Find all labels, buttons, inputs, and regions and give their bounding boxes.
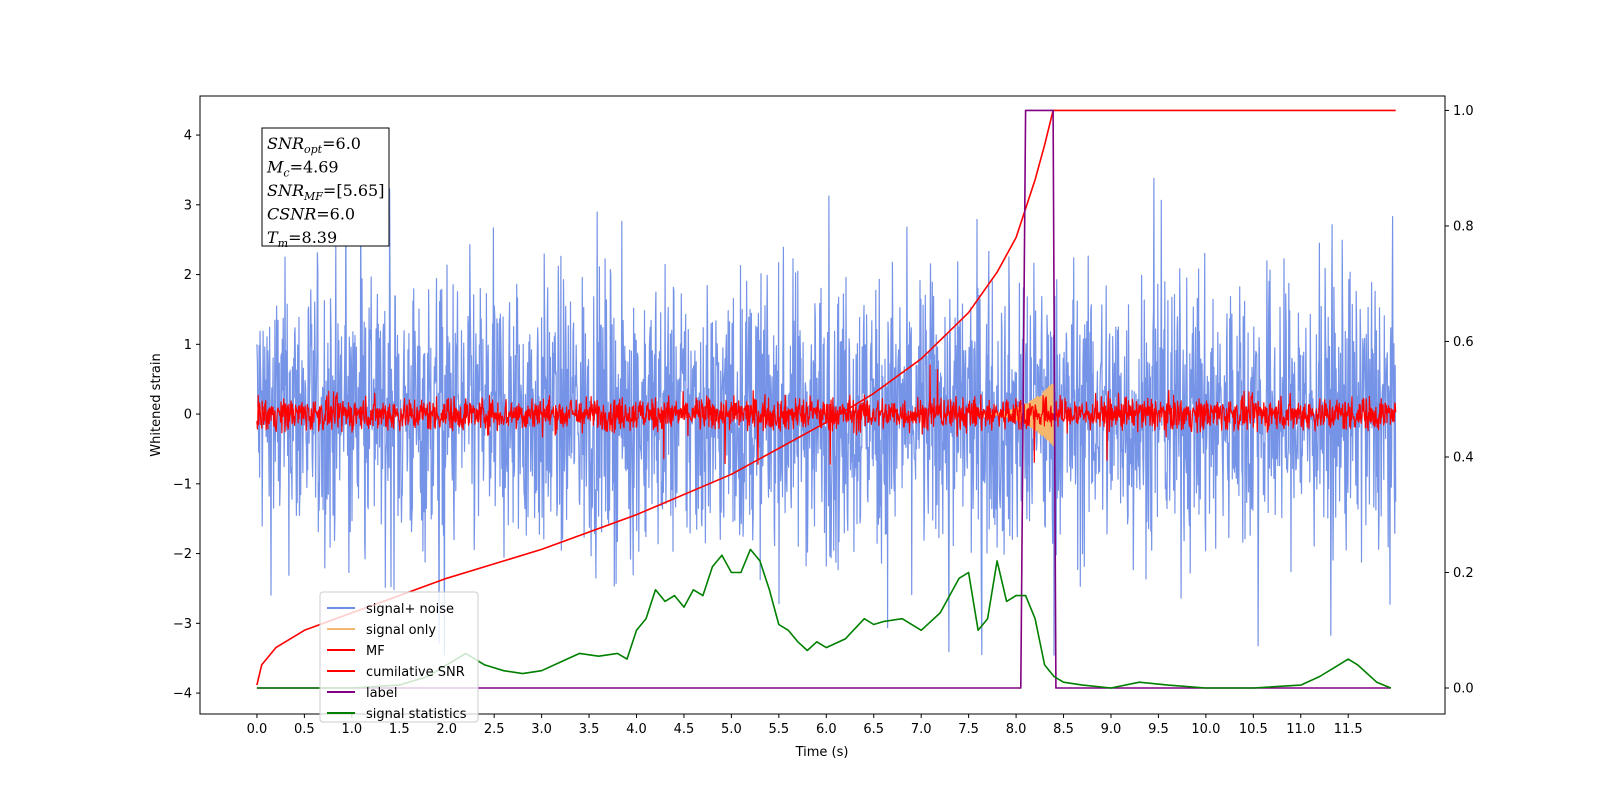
annotation-rest-2: =[5.65]	[323, 181, 385, 200]
x-tick-label-19: 9.5	[1148, 722, 1169, 737]
annotation-rest-1: =4.69	[290, 158, 339, 177]
x-tick-label-0: 0.0	[247, 722, 268, 737]
y-left-tick-label-8: 4	[184, 129, 192, 144]
y-right-tick-label-1: 0.2	[1453, 566, 1474, 581]
annotation-sub-2: MF	[303, 190, 323, 203]
y-axis-right: 0.0 0.2 0.4 0.6 0.8 1.0	[1445, 104, 1474, 697]
annotation-line-1: Mc=4.69	[266, 158, 339, 180]
x-tick-label-21: 10.5	[1239, 722, 1268, 737]
y-left-tick-label-5: 1	[184, 338, 192, 353]
y-axis-left: −4 −3 −2 −1 0 1 2 3 4	[173, 129, 200, 702]
x-tick-label-8: 4.0	[626, 722, 647, 737]
annotation-rest-4: =8.39	[288, 228, 337, 247]
annotation-main-3: CSNR	[267, 205, 316, 224]
y-axis-left-label: Whitened strain	[149, 353, 164, 456]
x-tick-label-20: 10.0	[1191, 722, 1220, 737]
y-left-tick-label-1: −3	[173, 617, 192, 632]
x-tick-label-3: 1.5	[389, 722, 410, 737]
annotation-line-0: SNRopt=6.0	[267, 134, 361, 156]
x-axis: 0.0 0.5 1.0 1.5 2.0 2.5 3.0 3.5 4.0 4.5 5.0 5.5 6.0 6…	[247, 714, 1363, 737]
legend-label-2: MF	[366, 644, 385, 659]
legend-label-3: cumilative SNR	[366, 665, 465, 680]
x-tick-label-14: 7.0	[911, 722, 932, 737]
y-left-tick-label-2: −2	[173, 547, 192, 562]
annotation-box: SNRopt=6.0Mc=4.69SNRMF=[5.65]CSNR=6.0Tm=…	[261, 127, 390, 250]
x-tick-label-15: 7.5	[958, 722, 979, 737]
y-right-tick-label-0: 0.0	[1453, 682, 1474, 697]
x-axis-label: Time (s)	[795, 745, 849, 760]
legend-label-4: label	[366, 686, 397, 701]
legend-label-5: signal statistics	[366, 707, 467, 722]
y-right-tick-label-2: 0.4	[1453, 450, 1474, 465]
y-right-tick-label-4: 0.8	[1453, 219, 1474, 234]
annotation-sub-0: opt	[304, 143, 323, 156]
y-right-tick-label-3: 0.6	[1453, 335, 1474, 350]
x-tick-label-7: 3.5	[579, 722, 600, 737]
annotation-sub-1: c	[283, 167, 289, 180]
x-tick-label-1: 0.5	[294, 722, 315, 737]
y-left-tick-label-4: 0	[184, 408, 192, 423]
legend: signal+ noise signal only MF cumilative SNR…	[319, 591, 479, 723]
x-tick-label-18: 9.0	[1101, 722, 1122, 737]
x-tick-label-9: 4.5	[674, 722, 695, 737]
annotation-line-4: Tm=8.39	[267, 228, 337, 250]
x-tick-label-5: 2.5	[484, 722, 505, 737]
x-tick-label-23: 11.5	[1334, 722, 1363, 737]
plot-frame	[199, 95, 1446, 715]
y-left-tick-label-6: 2	[184, 268, 192, 283]
annotation-main-4: T	[267, 228, 279, 247]
y-left-tick-label-0: −4	[173, 687, 192, 702]
x-tick-label-13: 6.5	[863, 722, 884, 737]
series-0-line	[256, 177, 1397, 656]
y-right-tick-label-5: 1.0	[1453, 104, 1474, 119]
x-tick-label-6: 3.0	[531, 722, 552, 737]
legend-label-1: signal only	[366, 623, 436, 638]
annotation-main-0: SNR	[267, 134, 304, 153]
annotation-main-1: M	[266, 158, 284, 177]
x-tick-label-10: 5.0	[721, 722, 742, 737]
annotation-main-2: SNR	[267, 181, 304, 200]
series-3-line	[256, 109, 1396, 686]
x-tick-label-12: 6.0	[816, 722, 837, 737]
annotation-line-2: SNRMF=[5.65]	[267, 181, 384, 203]
series-5-line	[256, 548, 1392, 689]
y-left-tick-label-7: 3	[184, 198, 192, 213]
annotation-line-3: CSNR=6.0	[267, 205, 355, 224]
x-tick-label-16: 8.0	[1006, 722, 1027, 737]
annotation-rest-0: =6.0	[322, 134, 361, 153]
x-tick-label-17: 8.5	[1053, 722, 1074, 737]
y-left-tick-label-3: −1	[173, 477, 192, 492]
annotation-sub-4: m	[278, 237, 288, 250]
x-tick-label-2: 1.0	[341, 722, 362, 737]
annotation-rest-3: =6.0	[316, 205, 355, 224]
legend-label-0: signal+ noise	[366, 602, 454, 617]
series-layer	[256, 109, 1397, 689]
x-tick-label-22: 11.0	[1286, 722, 1315, 737]
x-tick-label-4: 2.0	[436, 722, 457, 737]
x-tick-label-11: 5.5	[769, 722, 790, 737]
